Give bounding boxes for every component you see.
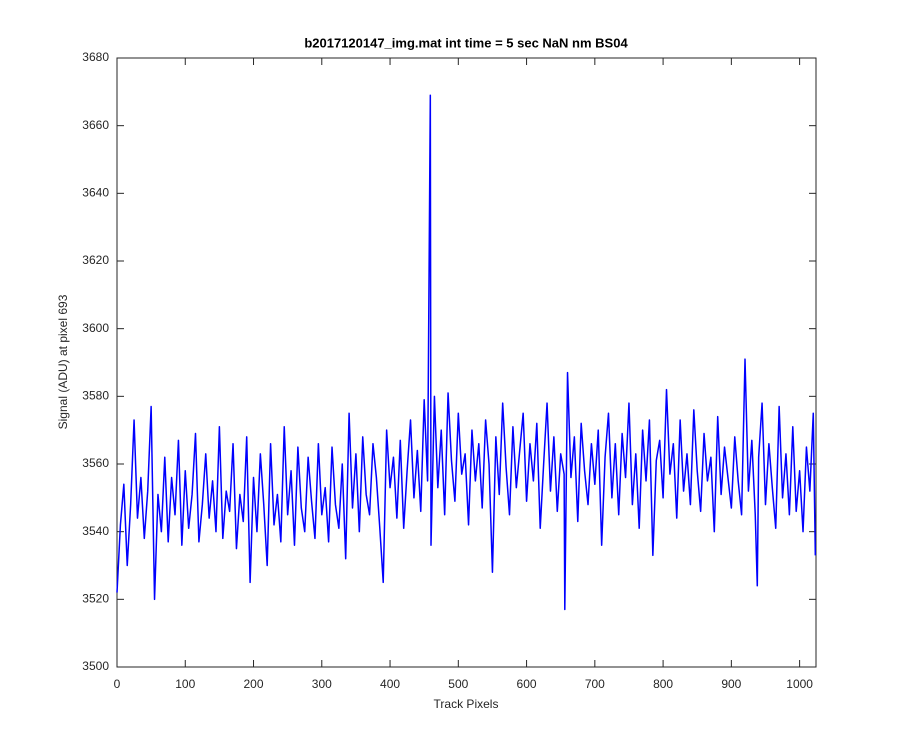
y-tick-label: 3640 [82, 186, 109, 200]
x-axis-label: Track Pixels [434, 697, 499, 711]
x-tick-label: 600 [517, 677, 537, 691]
y-tick-label: 3620 [82, 253, 109, 267]
y-tick-label: 3540 [82, 524, 109, 538]
x-tick-label: 700 [585, 677, 605, 691]
x-tick-label: 1000 [786, 677, 813, 691]
y-tick-label: 3680 [82, 50, 109, 64]
x-tick-label: 800 [653, 677, 673, 691]
y-tick-label: 3500 [82, 659, 109, 673]
y-tick-label: 3520 [82, 592, 109, 606]
y-axis-label: Signal (ADU) at pixel 693 [56, 294, 70, 429]
x-tick-label: 400 [380, 677, 400, 691]
y-tick-label: 3660 [82, 118, 109, 132]
chart-title: b2017120147_img.mat int time = 5 sec NaN… [304, 35, 628, 50]
signal-line [116, 94, 817, 611]
x-tick-label: 100 [175, 677, 195, 691]
x-tick-label: 200 [244, 677, 264, 691]
y-tick-label: 3560 [82, 456, 109, 470]
x-tick-label: 500 [448, 677, 468, 691]
x-tick-label: 300 [312, 677, 332, 691]
plot-box [116, 57, 817, 668]
y-tick-label: 3600 [82, 321, 109, 335]
y-tick-label: 3580 [82, 389, 109, 403]
x-tick-label: 900 [721, 677, 741, 691]
x-tick-label: 0 [114, 677, 121, 691]
